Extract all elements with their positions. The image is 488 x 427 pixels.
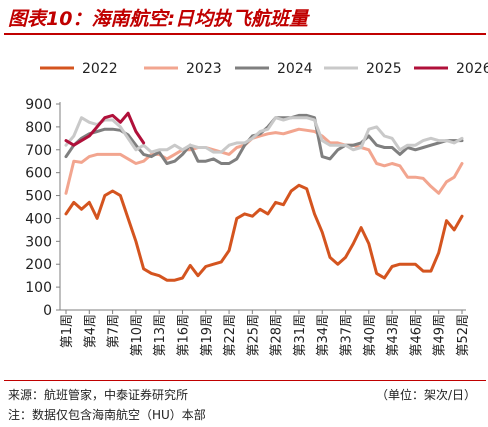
source-note: 来源：航班管家，中泰证券研究所: [8, 388, 189, 402]
legend-label-2024: 2024: [277, 61, 313, 77]
y-tick-label: 600: [25, 166, 52, 182]
x-tick-label: 第49周: [433, 314, 448, 357]
data-note: 注：数据仅包含海南航空（HU）本部: [8, 408, 206, 422]
plot-area: [64, 111, 464, 282]
x-tick-label: 第28周: [270, 314, 285, 357]
y-tick-label: 400: [25, 211, 52, 227]
chart-legend: 2022 2023 2024 2025 2026: [40, 61, 488, 77]
y-tick-label: 300: [25, 234, 52, 250]
x-tick-label: 第19周: [200, 314, 215, 357]
y-tick-label: 500: [25, 189, 52, 205]
x-tick-label: 第1周: [60, 314, 75, 348]
series-line-2026: [64, 111, 146, 147]
y-tick-label: 700: [25, 143, 52, 159]
x-tick-label: 第25周: [246, 314, 261, 357]
x-tick-label: 第40周: [363, 314, 378, 357]
x-tick-label: 第16周: [176, 314, 191, 357]
x-axis: 第1周 第4周 第7周 第10周 第13周 第16周 第19周 第22周 第25周 第28周 第31…: [60, 309, 471, 357]
unit-note: （单位：架次/日）: [375, 388, 476, 402]
footer-divider: [4, 380, 486, 381]
y-tick-label: 0: [43, 303, 52, 319]
page-title: 图表10：海南航空:日均执飞航班量: [8, 8, 309, 30]
x-tick-label: 第52周: [456, 314, 471, 357]
y-tick-label: 100: [25, 280, 52, 296]
x-tick-label: 第34周: [316, 314, 331, 357]
series-line-2025: [64, 116, 464, 154]
x-tick-label: 第4周: [83, 314, 98, 348]
x-tick-label: 第31周: [293, 314, 308, 357]
series-line-2023: [64, 127, 464, 195]
x-tick-label: 第22周: [223, 314, 238, 357]
line-chart: 2022 2023 2024 2025 2026 0 100 200 300 400 500 600…: [25, 61, 488, 357]
legend-label-2025: 2025: [366, 61, 402, 77]
title-divider: [4, 33, 486, 35]
y-axis: 0 100 200 300 400 500 600 700 800 900: [25, 97, 61, 319]
series-line-2022: [64, 183, 464, 282]
y-tick-label: 800: [25, 120, 52, 136]
legend-label-2023: 2023: [186, 61, 222, 77]
y-tick-label: 900: [25, 97, 52, 113]
x-tick-label: 第7周: [107, 314, 122, 348]
x-tick-label: 第37周: [340, 314, 355, 357]
y-tick-label: 200: [25, 257, 52, 273]
legend-label-2026: 2026: [456, 61, 488, 77]
x-tick-label: 第13周: [153, 314, 168, 357]
x-tick-label: 第43周: [386, 314, 401, 357]
x-tick-label: 第10周: [130, 314, 145, 357]
x-tick-label: 第46周: [409, 314, 424, 357]
legend-label-2022: 2022: [82, 61, 118, 77]
